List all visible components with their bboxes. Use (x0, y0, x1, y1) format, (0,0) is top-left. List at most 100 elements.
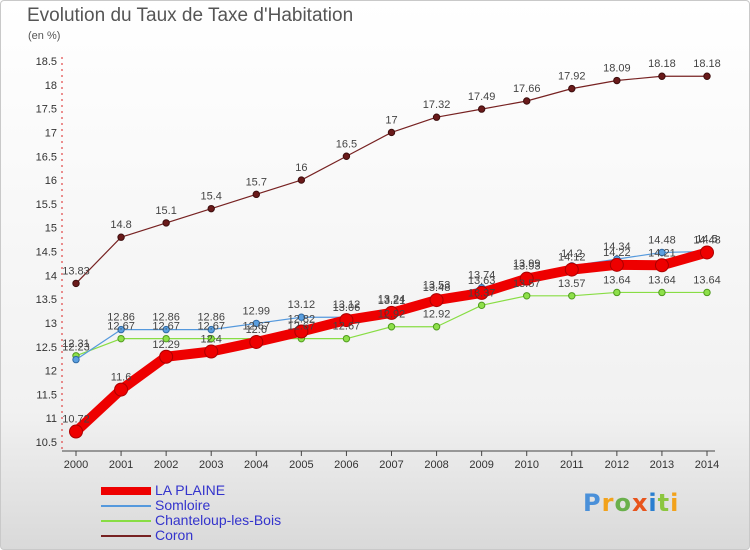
data-label-somloire: 13.12 (333, 299, 361, 311)
data-point-chanteloup-les-bois (387, 323, 396, 331)
data-point-coron (72, 279, 80, 288)
data-label-somloire: 13.74 (468, 270, 496, 282)
data-label-la-plaine: 10.72 (62, 414, 90, 426)
data-label-chanteloup-les-bois: 13.64 (603, 274, 631, 286)
y-tick-label: 10.5 (36, 437, 57, 449)
y-tick-label: 12.5 (36, 342, 57, 354)
data-point-chanteloup-les-bois (207, 334, 215, 343)
data-label-somloire: 12.23 (62, 342, 90, 354)
x-tick-label: 2005 (289, 459, 313, 471)
data-label-la-plaine: 13.21 (378, 295, 406, 307)
data-point-coron (523, 97, 531, 105)
data-label-coron: 18.18 (648, 58, 676, 70)
legend-label: Coron (155, 527, 194, 543)
data-label-la-plaine: 12.82 (288, 314, 316, 326)
data-label-la-plaine: 14.22 (603, 247, 631, 259)
x-tick-label: 2009 (469, 459, 493, 471)
data-label-somloire: 12.86 (152, 312, 180, 324)
x-tick-label: 2003 (199, 459, 223, 471)
data-label-chanteloup-les-bois: 12.92 (423, 309, 451, 321)
y-tick-label: 14.5 (36, 247, 57, 259)
data-label-chanteloup-les-bois: 13.64 (693, 274, 721, 286)
data-label-coron: 15.1 (155, 205, 176, 217)
data-label-la-plaine: 12.29 (152, 339, 180, 351)
data-point-coron (297, 176, 306, 184)
data-point-la-plaine (474, 285, 489, 300)
series-coron (72, 72, 711, 288)
legend-label: Chanteloup-les-Bois (155, 512, 282, 528)
proxiti-logo: Proxiti (583, 489, 679, 517)
y-tick-label: 14 (45, 270, 57, 282)
data-label-chanteloup-les-bois: 13.57 (558, 278, 586, 290)
legend-swatch-coron (101, 535, 151, 537)
data-point-chanteloup-les-bois (523, 292, 531, 300)
data-label-coron: 13.83 (62, 265, 90, 277)
legend-label: LA PLAINE (155, 482, 226, 498)
x-tick-label: 2002 (154, 459, 178, 471)
x-tick-label: 2006 (334, 459, 358, 471)
data-label-coron: 17.32 (423, 99, 451, 111)
chart-subtitle: (en %) (28, 30, 61, 42)
data-label-somloire: 13.24 (378, 294, 406, 306)
x-tick-label: 2010 (514, 459, 538, 471)
data-point-la-plaine (700, 245, 714, 260)
data-label-chanteloup-les-bois: 12.67 (152, 321, 180, 333)
data-point-coron (387, 128, 396, 137)
data-point-somloire (117, 325, 125, 334)
data-label-coron: 17.92 (558, 71, 586, 83)
data-label-coron: 16.5 (336, 138, 357, 150)
legend-label: Somloire (155, 497, 211, 513)
data-label-somloire: 14.5 (696, 234, 717, 246)
data-point-coron (252, 190, 260, 199)
x-tick-label: 2000 (64, 459, 88, 471)
logo-letter: t (657, 489, 671, 517)
data-point-la-plaine (609, 257, 624, 272)
data-label-somloire: 13.53 (423, 280, 451, 292)
chart-title: Evolution du Taux de Taxe d'Habitation (27, 5, 354, 26)
data-label-la-plaine: 13.06 (333, 302, 361, 314)
data-label-somloire: 12.86 (107, 312, 135, 324)
y-tick-label: 15.5 (36, 199, 57, 211)
data-label-coron: 15.4 (201, 191, 222, 203)
y-tick-label: 12 (45, 366, 57, 378)
x-tick-label: 2004 (244, 459, 268, 471)
data-point-chanteloup-les-bois (568, 292, 576, 300)
data-label-coron: 14.8 (110, 219, 131, 231)
y-tick-label: 17 (45, 127, 57, 139)
data-label-coron: 16 (295, 162, 307, 174)
data-point-chanteloup-les-bois (658, 288, 666, 297)
data-point-somloire (207, 325, 215, 334)
y-tick-label: 13 (45, 318, 57, 330)
line-chart: 10.5 11 11.5 12 12.5 13 13.5 14 14.5 15 15.5 16 16.5… (36, 56, 721, 471)
data-point-la-plaine (69, 424, 83, 439)
data-label-somloire: 12.99 (243, 305, 271, 317)
y-tick-label: 18.5 (36, 56, 57, 68)
data-label-la-plaine: 13.93 (513, 261, 541, 273)
logo-letter: i (648, 489, 658, 517)
y-tick-label: 11 (46, 413, 57, 425)
data-label-la-plaine: 12.4 (201, 334, 222, 346)
data-point-la-plaine (564, 262, 579, 277)
data-point-somloire (252, 319, 260, 328)
data-label-somloire: 12.86 (197, 312, 225, 324)
data-point-chanteloup-les-bois (703, 288, 711, 297)
data-label-chanteloup-les-bois: 12.67 (107, 321, 135, 333)
series-la-plaine (69, 245, 714, 439)
data-label-la-plaine: 13.63 (468, 275, 496, 287)
data-point-la-plaine (339, 313, 354, 328)
data-label-chanteloup-les-bois: 12.67 (333, 321, 361, 333)
data-point-la-plaine (384, 305, 399, 320)
data-point-somloire (162, 325, 170, 334)
data-point-somloire (297, 313, 306, 321)
data-label-somloire: 14.48 (648, 234, 676, 246)
data-label-chanteloup-les-bois: 12.67 (243, 321, 271, 333)
data-label-coron: 17.66 (513, 83, 541, 95)
logo-letter: P (583, 489, 602, 517)
chart-axes: 10.5 11 11.5 12 12.5 13 13.5 14 14.5 15 15.5 16 16.5… (36, 56, 720, 471)
data-label-coron: 18.09 (603, 63, 631, 75)
data-point-la-plaine (519, 271, 534, 286)
data-label-la-plaine: 13.48 (423, 282, 451, 294)
data-point-coron (162, 219, 170, 227)
